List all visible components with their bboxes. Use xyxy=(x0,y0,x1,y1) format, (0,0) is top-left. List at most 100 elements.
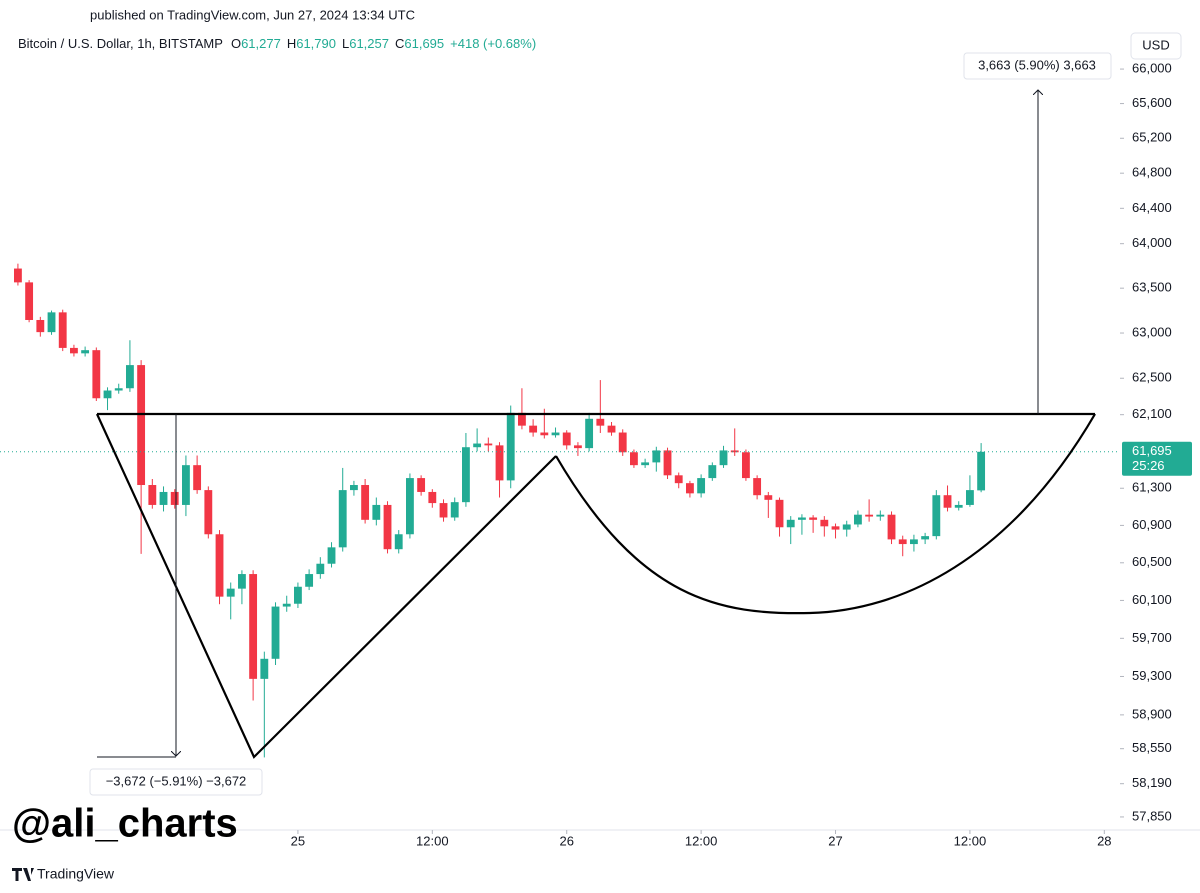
x-tick-label: 28 xyxy=(1097,833,1111,848)
published-note: published on TradingView.com, Jun 27, 20… xyxy=(90,7,415,22)
y-tick-label: 65,600 xyxy=(1132,95,1172,110)
candle-body xyxy=(630,452,638,466)
candle-body xyxy=(450,502,459,518)
currency: USD xyxy=(1142,37,1169,52)
candle-body xyxy=(484,443,493,446)
y-tick-label: 63,000 xyxy=(1132,324,1172,339)
candle-body xyxy=(764,495,773,500)
candle-body xyxy=(540,432,549,436)
candle-body xyxy=(887,514,896,540)
y-tick-label: 58,550 xyxy=(1132,740,1172,755)
candle-body xyxy=(372,504,381,520)
candle-body xyxy=(439,503,448,518)
y-tick-label: 64,000 xyxy=(1132,235,1172,250)
candle-body xyxy=(943,495,952,508)
candle-body xyxy=(25,282,34,320)
candle-body xyxy=(876,514,885,517)
x-tick-label: 25 xyxy=(291,833,305,848)
ohlc-key: H xyxy=(287,36,296,51)
candle-body xyxy=(618,432,627,453)
candle-body xyxy=(910,539,918,545)
candle-body xyxy=(282,603,291,607)
candle-body xyxy=(126,365,134,389)
candle-body xyxy=(70,347,78,354)
ohlc-key: C xyxy=(395,36,404,51)
ohlc-value: 61,695 xyxy=(404,36,444,51)
candle-body xyxy=(854,514,862,525)
candle-body xyxy=(361,485,370,520)
watermark: @ali_charts xyxy=(12,802,238,846)
candle-body xyxy=(865,514,874,517)
x-tick-label: 27 xyxy=(828,833,842,848)
candle-body xyxy=(697,478,706,494)
ohlc-value: 61,790 xyxy=(296,36,336,51)
candle-body xyxy=(719,450,728,466)
brand-logo xyxy=(12,868,34,881)
y-tick-label: 64,800 xyxy=(1132,165,1172,180)
y-tick-label: 57,850 xyxy=(1132,808,1172,823)
candle-body xyxy=(574,445,582,449)
y-tick-label: 63,500 xyxy=(1132,280,1172,295)
candle-body xyxy=(338,490,347,548)
change: +418 (+0.68%) xyxy=(450,36,536,51)
candle-body xyxy=(81,350,90,354)
candle-body xyxy=(775,499,784,528)
measure-label-box xyxy=(89,768,263,796)
measure-label-box xyxy=(963,52,1112,80)
candle-body xyxy=(204,490,213,535)
candle-body xyxy=(47,312,56,333)
y-tick-label: 60,100 xyxy=(1132,592,1172,607)
candle-body xyxy=(417,478,426,492)
y-tick-label: 65,200 xyxy=(1132,130,1172,145)
countdown: 25:26 xyxy=(1132,458,1165,473)
candle-body xyxy=(954,504,963,508)
x-tick-label: 12:00 xyxy=(685,833,718,848)
candle-body xyxy=(394,534,403,550)
candle-body xyxy=(170,491,179,505)
candle-body xyxy=(506,412,515,481)
last-price-box xyxy=(1122,441,1192,476)
candle-body xyxy=(159,491,168,505)
candle-body xyxy=(305,574,314,587)
candle-body xyxy=(551,432,560,436)
y-tick-label: 66,000 xyxy=(1132,61,1172,76)
measure-tools xyxy=(97,90,1038,758)
y-tick-label: 59,300 xyxy=(1132,668,1172,683)
x-tick-label: 12:00 xyxy=(416,833,449,848)
candle-body xyxy=(932,495,941,537)
brand: TradingView xyxy=(37,866,115,882)
candle-body xyxy=(730,450,739,453)
y-tick-label: 62,100 xyxy=(1132,406,1172,421)
candle-body xyxy=(350,485,358,491)
y-tick-label: 59,700 xyxy=(1132,630,1172,645)
candle-body xyxy=(238,574,246,589)
candle-body xyxy=(114,388,123,391)
candle-body xyxy=(652,450,661,463)
symbol: Bitcoin / U.S. Dollar, 1h, BITSTAMP xyxy=(18,36,223,51)
candle-body xyxy=(820,519,829,527)
candle-body xyxy=(596,418,605,426)
candle-body xyxy=(562,432,571,446)
cup-curve xyxy=(555,413,1096,615)
candle-body xyxy=(495,445,504,481)
candle-body xyxy=(798,517,806,520)
y-tick-label: 62,500 xyxy=(1132,370,1172,385)
symbol-header: Bitcoin / U.S. Dollar, 1h, BITSTAMP O61,2… xyxy=(18,36,536,51)
candle-body xyxy=(406,478,414,535)
candle-body xyxy=(898,539,907,545)
candle-body xyxy=(103,390,112,399)
candle-body xyxy=(742,452,750,479)
ohlc-value: 61,257 xyxy=(349,36,389,51)
candle-body xyxy=(753,478,762,496)
candle-body xyxy=(327,547,336,564)
plot-area: 66,000 65,600 65,200 64,800 64,400 64,000 63,5… xyxy=(0,61,1192,848)
candle-body xyxy=(473,443,482,448)
candle-body xyxy=(383,504,392,550)
candle-body xyxy=(663,450,672,476)
measure-label: −3,672 (−5.91%) −3,672 xyxy=(106,773,247,788)
candle-body xyxy=(36,319,45,333)
y-tick-label: 58,190 xyxy=(1132,775,1172,790)
x-tick-label: 26 xyxy=(559,833,573,848)
candle-body xyxy=(226,588,235,597)
